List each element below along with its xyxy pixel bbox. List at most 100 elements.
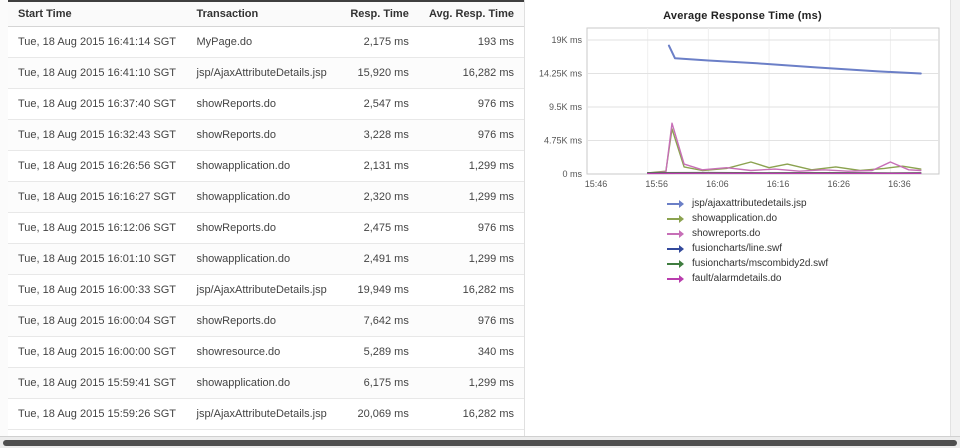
transaction-link[interactable]: showReports.do — [186, 212, 339, 244]
vertical-scrollbar[interactable] — [950, 0, 960, 436]
transaction-link[interactable]: MyPage.do — [186, 26, 339, 58]
svg-text:0 ms: 0 ms — [562, 169, 582, 179]
app-root: Start Time Transaction Resp. Time Avg. R… — [8, 0, 960, 436]
transaction-link[interactable]: showReports.do — [186, 119, 339, 151]
resp-time-cell: 15,920 ms — [338, 57, 419, 89]
table-row: Tue, 18 Aug 2015 16:01:10 SGT showapplica… — [8, 243, 524, 275]
legend-item[interactable]: fusioncharts/line.swf — [667, 243, 828, 254]
chart-panel: Average Response Time (ms) 15:46 15:56 16:… — [525, 0, 960, 436]
legend-label: showreports.do — [692, 228, 761, 239]
transaction-link[interactable]: jsp/AjaxAttributeDetails.jsp — [186, 398, 339, 430]
legend-label: jsp/ajaxattributedetails.jsp — [692, 198, 807, 209]
resp-time-cell: 2,175 ms — [338, 26, 419, 58]
table-row: Tue, 18 Aug 2015 15:59:26 SGT jsp/AjaxAtt… — [8, 398, 524, 430]
legend-marker-icon — [667, 214, 685, 223]
table-row: Tue, 18 Aug 2015 16:12:06 SGT showReports… — [8, 212, 524, 244]
legend-marker-icon — [667, 199, 685, 208]
svg-text:16:06: 16:06 — [706, 179, 729, 189]
start-time-cell: Tue, 18 Aug 2015 16:00:33 SGT — [8, 274, 187, 306]
svg-text:15:46: 15:46 — [585, 179, 608, 189]
legend-item[interactable]: fault/alarmdetails.do — [667, 273, 828, 284]
avg-resp-time-cell: 340 ms — [418, 336, 524, 368]
legend-label: fusioncharts/line.swf — [692, 243, 783, 254]
legend-item[interactable]: showreports.do — [667, 228, 828, 239]
horizontal-scrollbar[interactable] — [0, 436, 960, 448]
chart-area: 15:46 15:56 16:06 16:16 16:26 16:36 0 ms 4.75K … — [535, 26, 960, 194]
column-header-avg-resp-time[interactable]: Avg. Resp. Time — [418, 0, 524, 27]
transaction-link[interactable]: showresource.do — [186, 336, 339, 368]
resp-time-cell: 2,491 ms — [338, 243, 419, 275]
svg-text:15:56: 15:56 — [645, 179, 668, 189]
table-row: Tue, 18 Aug 2015 16:41:10 SGT jsp/AjaxAtt… — [8, 57, 524, 89]
legend-item[interactable]: fusioncharts/mscombidy2d.swf — [667, 258, 828, 269]
transaction-link[interactable]: showapplication.do — [186, 367, 339, 399]
start-time-cell: Tue, 18 Aug 2015 16:01:10 SGT — [8, 243, 187, 275]
svg-text:14.25K ms: 14.25K ms — [539, 69, 583, 79]
start-time-cell: Tue, 18 Aug 2015 16:26:56 SGT — [8, 150, 187, 182]
transaction-link[interactable]: showapplication.do — [186, 181, 339, 213]
table-row: Tue, 18 Aug 2015 16:37:40 SGT showReports… — [8, 88, 524, 120]
legend-marker-icon — [667, 274, 685, 283]
resp-time-cell: 6,175 ms — [338, 367, 419, 399]
resp-time-cell: 2,320 ms — [338, 181, 419, 213]
table-header-row: Start Time Transaction Resp. Time Avg. R… — [8, 0, 524, 27]
start-time-cell: Tue, 18 Aug 2015 16:32:43 SGT — [8, 119, 187, 151]
svg-text:9.5K ms: 9.5K ms — [549, 102, 583, 112]
start-time-cell: Tue, 18 Aug 2015 16:41:10 SGT — [8, 57, 187, 89]
table-row: Tue, 18 Aug 2015 16:00:33 SGT jsp/AjaxAtt… — [8, 274, 524, 306]
horizontal-scrollbar-thumb[interactable] — [3, 440, 957, 446]
svg-text:16:16: 16:16 — [767, 179, 790, 189]
avg-resp-time-cell: 976 ms — [418, 119, 524, 151]
transactions-table-panel: Start Time Transaction Resp. Time Avg. R… — [8, 0, 525, 436]
resp-time-cell: 5,289 ms — [338, 336, 419, 368]
legend-marker-icon — [667, 244, 685, 253]
transaction-link[interactable]: showReports.do — [186, 88, 339, 120]
column-header-start-time[interactable]: Start Time — [8, 0, 187, 27]
legend-label: fusioncharts/mscombidy2d.swf — [692, 258, 829, 269]
resp-time-cell: 2,131 ms — [338, 150, 419, 182]
response-time-line-chart: 15:46 15:56 16:06 16:16 16:26 16:36 0 ms 4.75K … — [539, 27, 940, 189]
start-time-cell: Tue, 18 Aug 2015 16:00:00 SGT — [8, 336, 187, 368]
transaction-link[interactable]: showapplication.do — [186, 243, 339, 275]
table-row: Tue, 18 Aug 2015 16:00:00 SGT showresourc… — [8, 336, 524, 368]
column-header-transaction[interactable]: Transaction — [186, 0, 339, 27]
svg-text:16:36: 16:36 — [888, 179, 911, 189]
avg-resp-time-cell: 1,299 ms — [418, 150, 524, 182]
svg-text:4.75K ms: 4.75K ms — [544, 136, 583, 146]
transaction-link[interactable]: showapplication.do — [186, 150, 339, 182]
transaction-link[interactable]: showReports.do — [186, 305, 339, 337]
avg-resp-time-cell: 16,282 ms — [418, 57, 524, 89]
svg-text:16:26: 16:26 — [827, 179, 850, 189]
table-row: Tue, 18 Aug 2015 16:41:14 SGT MyPage.do 2,… — [8, 26, 524, 58]
start-time-cell: Tue, 18 Aug 2015 15:59:41 SGT — [8, 367, 187, 399]
table-row: Tue, 18 Aug 2015 16:32:43 SGT showReports… — [8, 119, 524, 151]
table-row: Tue, 18 Aug 2015 16:16:27 SGT showapplica… — [8, 181, 524, 213]
column-header-resp-time[interactable]: Resp. Time — [338, 0, 419, 27]
start-time-cell: Tue, 18 Aug 2015 16:41:14 SGT — [8, 26, 187, 58]
resp-time-cell: 3,228 ms — [338, 119, 419, 151]
transaction-link[interactable]: jsp/AjaxAttributeDetails.jsp — [186, 57, 339, 89]
start-time-cell: Tue, 18 Aug 2015 16:16:27 SGT — [8, 181, 187, 213]
table-row: Tue, 18 Aug 2015 16:00:04 SGT showReports… — [8, 305, 524, 337]
legend-marker-icon — [667, 259, 685, 268]
chart-title: Average Response Time (ms) — [663, 10, 822, 22]
avg-resp-time-cell: 1,299 ms — [418, 367, 524, 399]
legend-item[interactable]: showapplication.do — [667, 213, 828, 224]
resp-time-cell: 2,547 ms — [338, 88, 419, 120]
avg-resp-time-cell: 1,299 ms — [418, 243, 524, 275]
svg-text:19K ms: 19K ms — [551, 35, 582, 45]
start-time-cell: Tue, 18 Aug 2015 16:12:06 SGT — [8, 212, 187, 244]
table-row: Tue, 18 Aug 2015 15:59:41 SGT showapplica… — [8, 367, 524, 399]
table-row: Tue, 18 Aug 2015 16:26:56 SGT showapplica… — [8, 150, 524, 182]
start-time-cell: Tue, 18 Aug 2015 15:59:26 SGT — [8, 398, 187, 430]
resp-time-cell: 19,949 ms — [338, 274, 419, 306]
avg-resp-time-cell: 193 ms — [418, 26, 524, 58]
chart-legend: jsp/ajaxattributedetails.jsp showapplicat… — [667, 198, 828, 284]
start-time-cell: Tue, 18 Aug 2015 16:00:04 SGT — [8, 305, 187, 337]
transaction-link[interactable]: jsp/AjaxAttributeDetails.jsp — [186, 274, 339, 306]
legend-item[interactable]: jsp/ajaxattributedetails.jsp — [667, 198, 828, 209]
start-time-cell: Tue, 18 Aug 2015 16:37:40 SGT — [8, 88, 187, 120]
avg-resp-time-cell: 976 ms — [418, 212, 524, 244]
resp-time-cell: 2,475 ms — [338, 212, 419, 244]
avg-resp-time-cell: 16,282 ms — [418, 274, 524, 306]
